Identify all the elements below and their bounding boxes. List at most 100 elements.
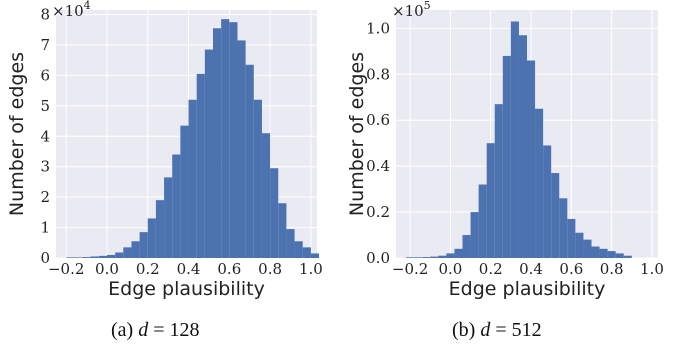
y-axis-label-a: Number of edges: [6, 52, 28, 216]
y-tick-label-a-5: 5: [40, 97, 50, 115]
x-tick-label-b-0: −0.2: [392, 260, 428, 278]
x-tick-label-a-5: 0.8: [258, 260, 282, 278]
caption-a: (a) d = 128: [111, 319, 199, 342]
histogram-bar-a-8: [131, 241, 140, 258]
histogram-bar-b-22: [583, 239, 592, 258]
histogram-bar-a-16: [196, 73, 205, 258]
histogram-bar-b-13: [510, 21, 519, 259]
caption-b-equals: =: [495, 319, 507, 341]
y-tick-label-a-6: 6: [40, 66, 50, 84]
y-tick-label-a-4: 4: [40, 127, 50, 145]
histogram-bar-a-1: [74, 257, 83, 258]
histogram-bar-b-0: [406, 257, 415, 258]
histogram-bar-b-20: [567, 218, 576, 258]
caption-a-equals: =: [153, 319, 165, 341]
caption-b-variable: d: [480, 319, 491, 341]
y-tick-label-b-0: 0.0: [366, 249, 390, 267]
histogram-bar-a-10: [147, 218, 156, 258]
histogram-bar-a-25: [270, 168, 279, 258]
histogram-bar-b-9: [478, 184, 487, 258]
y-tick-label-b-5: 1.0: [366, 19, 390, 37]
caption-a-value: 128: [169, 319, 200, 341]
y-scale-exponent-a: 4: [84, 0, 91, 12]
histogram-bar-b-4: [438, 255, 447, 258]
histogram-bar-b-26: [615, 253, 624, 258]
x-tick-label-b-1: 0.0: [438, 260, 462, 278]
histogram-bar-a-17: [204, 49, 214, 258]
histogram-bar-b-19: [559, 198, 568, 258]
histogram-bar-a-7: [123, 247, 132, 258]
y-tick-label-a-2: 2: [40, 188, 50, 206]
x-tick-label-a-6: 1.0: [299, 260, 323, 278]
caption-b-value: 512: [511, 319, 542, 341]
histogram-bar-b-23: [591, 246, 600, 258]
histogram-bar-a-19: [221, 19, 230, 259]
y-tick-label-a-7: 7: [40, 36, 50, 54]
histogram-bar-a-2: [82, 257, 91, 258]
histogram-bar-a-23: [253, 99, 262, 258]
histogram-bar-b-14: [518, 35, 527, 258]
histogram-bar-a-24: [261, 133, 271, 258]
histogram-bar-b-11: [494, 104, 503, 258]
histogram-bar-b-8: [470, 212, 479, 258]
histogram-bar-b-3: [430, 256, 439, 258]
histogram-bar-a-6: [115, 252, 124, 258]
histogram-bar-b-5: [446, 253, 455, 258]
histogram-bar-b-25: [607, 251, 616, 258]
y-tick-label-a-8: 8: [40, 6, 50, 24]
histogram-bar-a-11: [155, 200, 165, 258]
histogram-panel-a: −0.2 0.0 0.2 0.4 0.6 0.8 1.0 0 1 2 3 4 5 6 7 8 ×104 Edge …: [6, 0, 323, 300]
caption-a-variable: d: [138, 319, 149, 341]
histogram-panel-b: −0.2 0.0 0.2 0.4 0.6 0.8 1.00.00.20.40.60.81.0…: [346, 0, 664, 300]
x-tick-label-b-4: 0.6: [559, 260, 583, 278]
x-axis-label-b: Edge plausibility: [449, 278, 606, 300]
histogram-bar-a-26: [278, 203, 287, 258]
histogram-bar-a-18: [213, 28, 222, 258]
histogram-bar-b-17: [543, 145, 552, 258]
y-tick-label-a-1: 1: [40, 219, 50, 237]
histogram-bar-a-30: [310, 253, 320, 258]
histogram-bar-b-2: [422, 257, 431, 258]
caption-a-label: (a): [111, 319, 134, 341]
x-tick-label-a-0: −0.2: [48, 260, 84, 278]
y-tick-label-b-1: 0.2: [366, 203, 390, 221]
x-tick-label-b-6: 1.0: [640, 260, 664, 278]
x-tick-label-b-5: 0.8: [600, 260, 624, 278]
y-tick-label-b-3: 0.6: [366, 111, 390, 129]
histogram-bar-b-7: [462, 235, 471, 258]
y-scale-multiplier-b: ×105: [392, 0, 431, 20]
histogram-bar-b-16: [535, 108, 544, 258]
histogram-bar-b-27: [623, 255, 632, 258]
y-scale-multiplier-a: ×104: [52, 0, 91, 20]
histogram-bar-a-20: [229, 22, 238, 258]
histogram-bar-b-24: [599, 248, 608, 258]
x-tick-label-b-3: 0.4: [519, 260, 543, 278]
caption-b-label: (b): [452, 319, 476, 341]
y-tick-label-a-3: 3: [40, 158, 50, 176]
x-tick-label-b-2: 0.2: [479, 260, 503, 278]
histogram-bar-a-13: [172, 154, 181, 258]
histogram-bar-b-6: [454, 248, 463, 258]
histogram-bar-a-0: [66, 257, 75, 258]
histogram-bar-a-15: [188, 99, 197, 258]
x-tick-label-a-4: 0.6: [217, 260, 241, 278]
y-scale-exponent-b: 5: [424, 0, 431, 12]
histogram-bar-a-4: [98, 255, 107, 258]
caption-b: (b) d = 512: [452, 319, 542, 342]
y-tick-label-b-4: 0.8: [366, 65, 390, 83]
histogram-bar-a-29: [302, 247, 311, 258]
y-tick-label-a-0: 0: [40, 249, 50, 267]
histogram-bar-b-21: [575, 232, 584, 258]
histogram-bar-a-21: [237, 40, 246, 259]
histogram-bar-a-5: [106, 254, 116, 258]
histogram-bar-b-15: [527, 60, 536, 258]
y-tick-label-b-2: 0.4: [366, 157, 390, 175]
histogram-bar-a-12: [164, 177, 173, 258]
histogram-bar-b-1: [414, 257, 423, 258]
x-tick-label-a-1: 0.0: [95, 260, 119, 278]
histogram-bar-b-12: [502, 55, 511, 258]
x-tick-label-a-3: 0.4: [177, 260, 201, 278]
histogram-bar-a-3: [90, 256, 99, 258]
histogram-bar-b-10: [486, 143, 495, 258]
